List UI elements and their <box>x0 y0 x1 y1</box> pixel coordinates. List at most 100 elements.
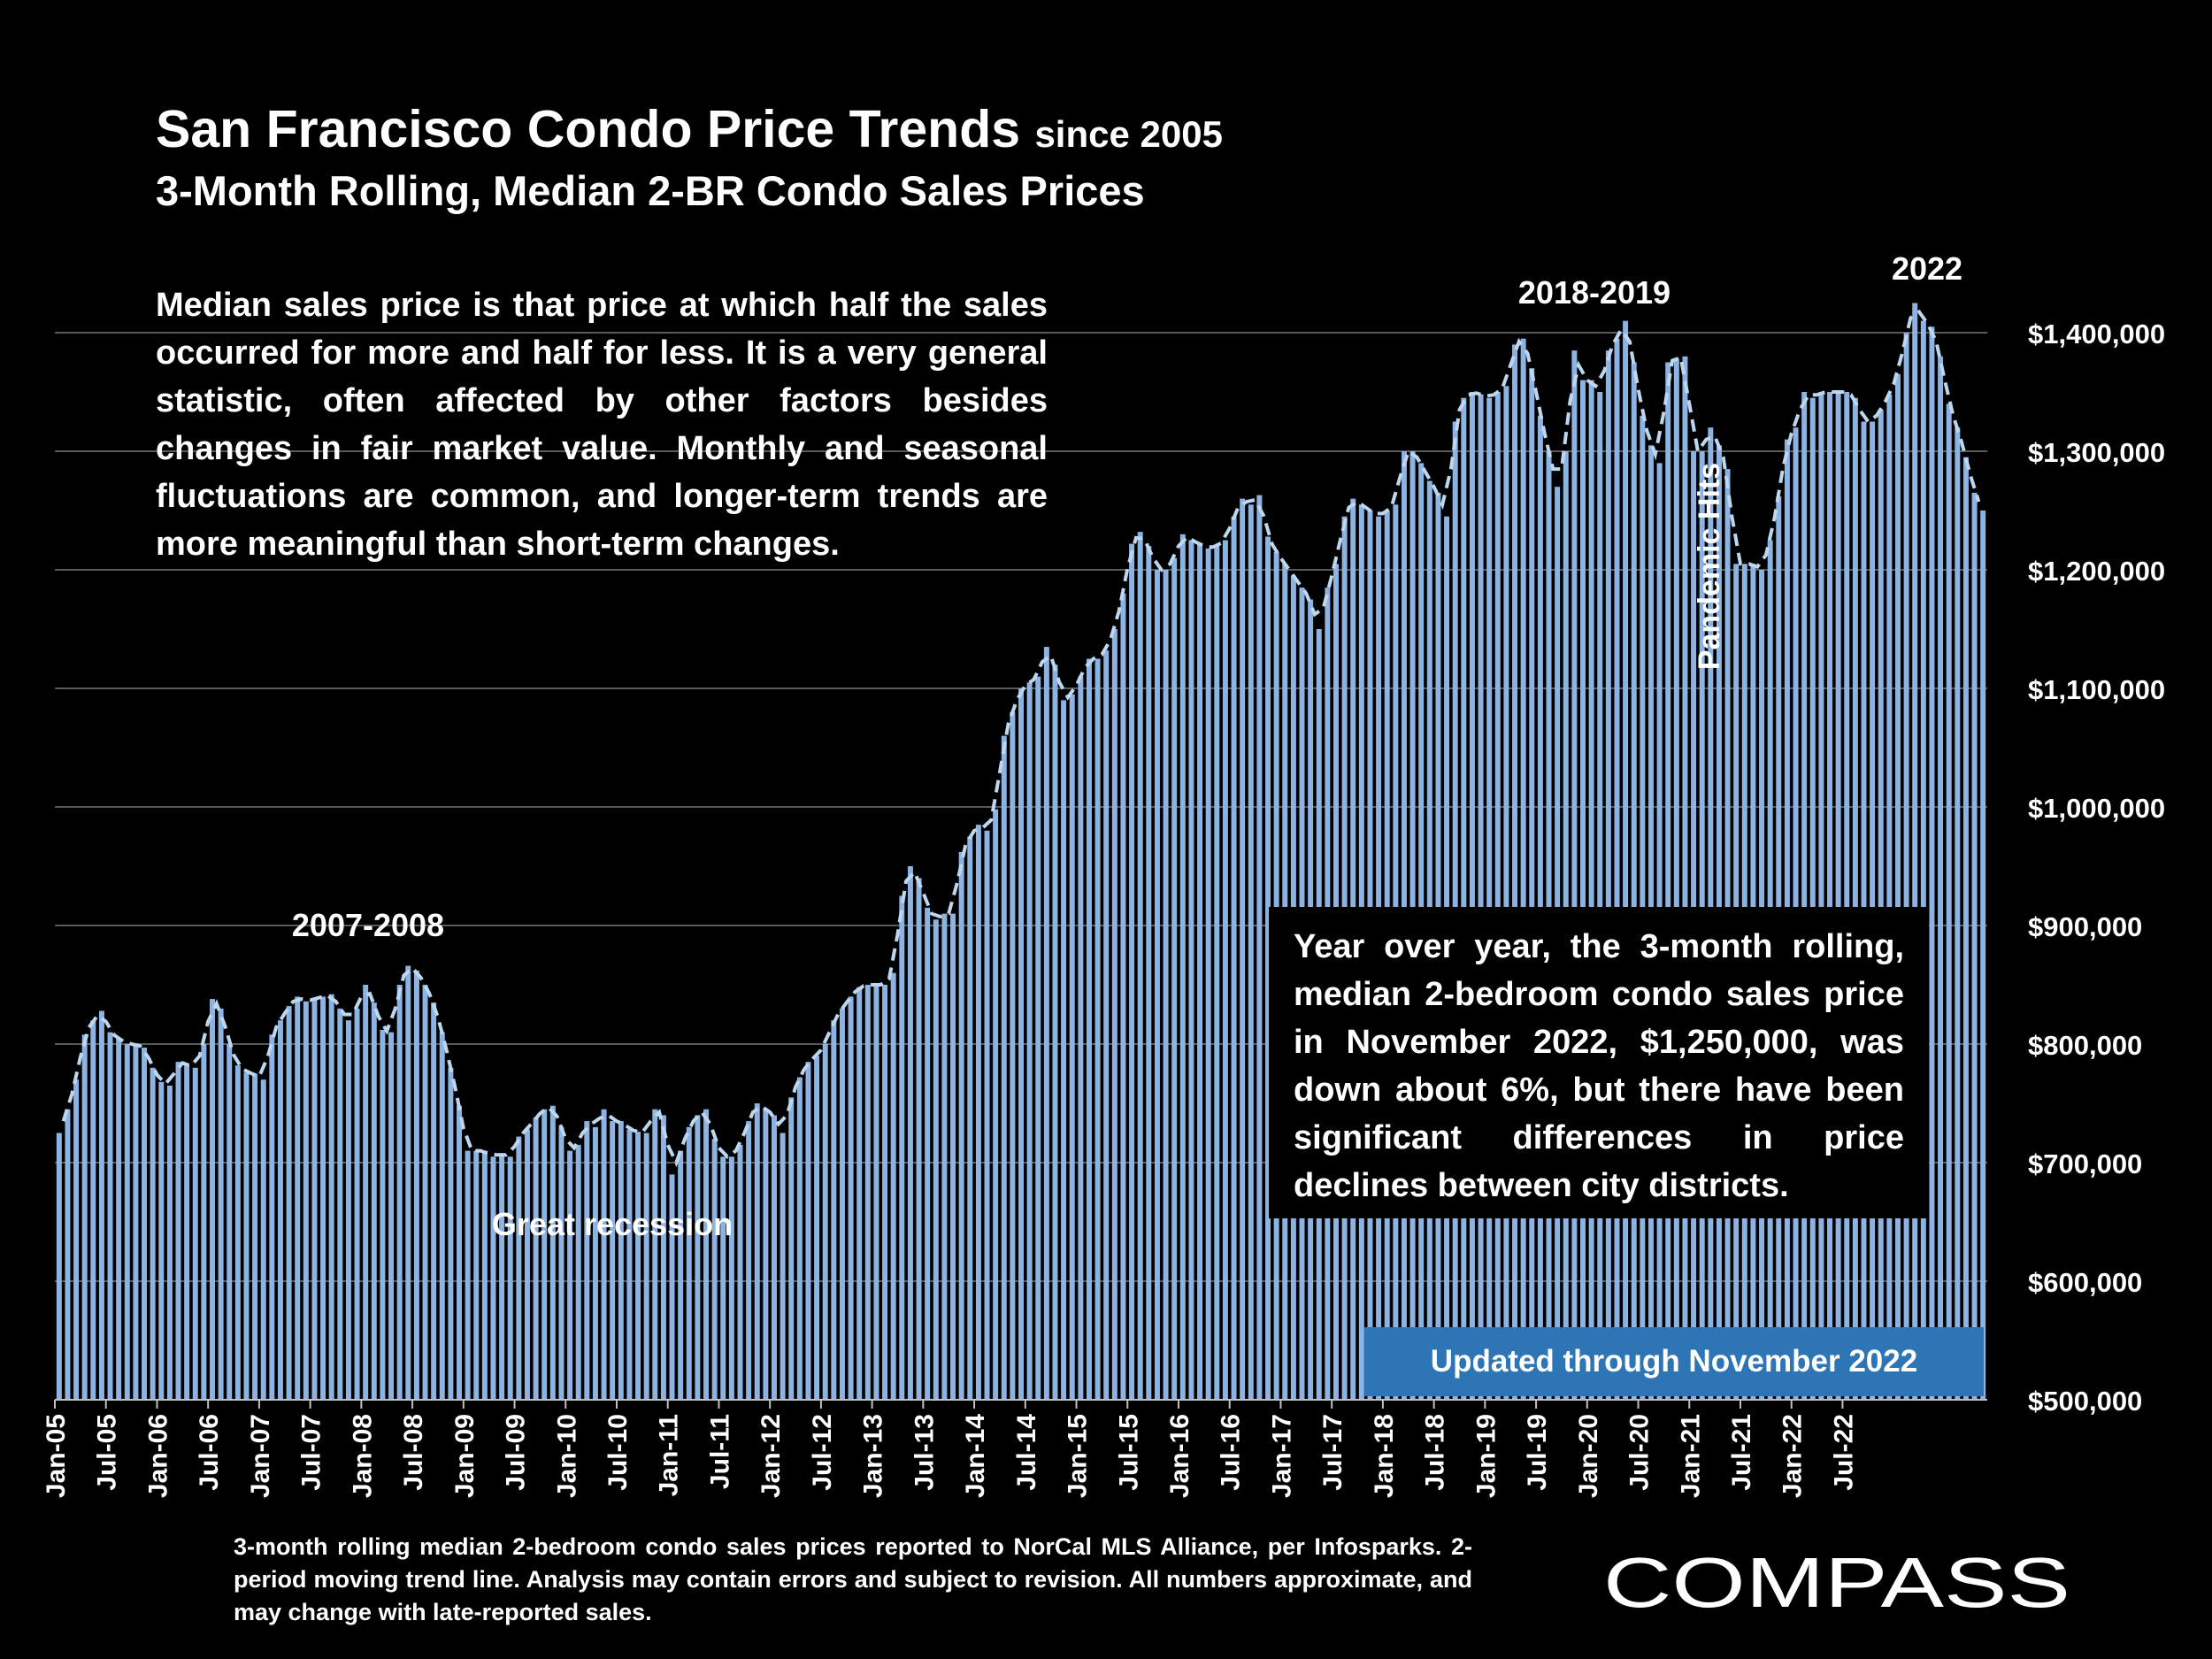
price-bar <box>1597 392 1603 1400</box>
price-bar <box>1503 386 1509 1400</box>
price-bar <box>396 985 403 1400</box>
annotation-2018-2019: 2018-2019 <box>1518 274 1671 311</box>
price-bar <box>295 996 301 1400</box>
price-bar <box>1980 511 1986 1400</box>
price-bar <box>1971 492 1978 1400</box>
price-bar <box>975 825 981 1400</box>
x-tick-label: Jul-12 <box>808 1414 837 1491</box>
price-bar <box>90 1020 96 1400</box>
x-tick-label: Jan-19 <box>1471 1414 1501 1498</box>
annotation-pandemic-hits: Pandemic Hits <box>1693 463 1726 670</box>
price-bar <box>405 965 411 1400</box>
price-bar <box>345 1020 351 1400</box>
x-axis-ticks: Jan-05 Jul-05 Jan-06 Jul-06 Jan-07 Jul-07 Jan-… <box>42 1400 1858 1498</box>
price-bar <box>1809 397 1816 1401</box>
price-bar <box>201 1044 207 1400</box>
y-tick-label: $1,200,000 <box>2028 556 2165 587</box>
price-bar <box>507 1156 513 1400</box>
x-tick-label: Jan-13 <box>859 1414 888 1498</box>
price-bar <box>643 1133 649 1400</box>
x-tick-label: Jan-18 <box>1370 1414 1399 1498</box>
price-bar <box>1962 457 1969 1401</box>
price-bar <box>1171 557 1178 1400</box>
x-tick-label: Jul-21 <box>1727 1414 1756 1491</box>
price-bar <box>984 830 990 1400</box>
x-tick-label: Jan-08 <box>348 1414 377 1498</box>
price-bar <box>1946 403 1952 1400</box>
price-bar <box>107 1032 113 1400</box>
price-bar <box>1494 392 1501 1400</box>
price-bar <box>1903 333 1909 1400</box>
price-bar <box>1478 394 1484 1401</box>
price-bar <box>1461 397 1467 1401</box>
annotation-great-recession: Great recession <box>492 1206 733 1242</box>
price-bar <box>133 1044 139 1400</box>
price-bar <box>601 1109 607 1400</box>
price-bar <box>243 1072 250 1400</box>
price-bar <box>481 1150 488 1400</box>
x-tick-label: Jan-12 <box>757 1414 786 1498</box>
price-bar <box>192 1067 198 1400</box>
price-bar <box>465 1150 471 1400</box>
price-bar <box>720 1156 726 1400</box>
annotation-2007-2008: 2007-2008 <box>292 907 444 943</box>
price-bar <box>839 1008 845 1400</box>
price-bar <box>354 1008 360 1400</box>
price-bar <box>1146 546 1152 1400</box>
price-bar <box>1222 540 1228 1400</box>
price-bar <box>1520 338 1526 1401</box>
price-bar <box>856 987 863 1400</box>
y-tick-label: $500,000 <box>2028 1386 2142 1417</box>
price-bar <box>1111 629 1118 1400</box>
price-bar <box>1010 711 1016 1400</box>
price-bar <box>1043 647 1049 1400</box>
x-tick-label: Jan-16 <box>1165 1414 1194 1498</box>
x-tick-label: Jul-16 <box>1217 1414 1246 1491</box>
x-tick-label: Jul-10 <box>603 1414 633 1491</box>
price-bar <box>1001 735 1007 1400</box>
price-bar <box>1103 650 1110 1400</box>
price-bar <box>166 1085 173 1400</box>
price-bar <box>967 836 973 1400</box>
x-tick-label: Jul-06 <box>195 1414 224 1491</box>
price-bar <box>371 1002 377 1400</box>
price-bar <box>1078 676 1084 1400</box>
price-bar <box>439 1032 445 1400</box>
price-bar <box>541 1109 548 1400</box>
price-bar <box>567 1150 573 1400</box>
price-bar <box>150 1067 156 1400</box>
price-bar <box>499 1153 505 1400</box>
price-bar <box>1631 362 1637 1400</box>
price-bar <box>780 1133 786 1400</box>
annotation-2022: 2022 <box>1892 250 1962 287</box>
x-tick-label: Jan-14 <box>961 1414 990 1498</box>
price-bar <box>1052 664 1058 1400</box>
x-tick-label: Jul-11 <box>705 1414 734 1489</box>
price-bar <box>1580 380 1586 1401</box>
chart-title: San Francisco Condo Price Trends since 2… <box>156 99 1223 159</box>
y-axis-ticks: $500,000 $600,000 $700,000 $800,000 $900,000… <box>2028 319 2165 1417</box>
price-bar <box>1163 570 1169 1400</box>
price-bar <box>549 1105 556 1400</box>
price-bar <box>1214 546 1220 1400</box>
price-bar <box>1852 397 1858 1401</box>
price-bar <box>1231 516 1237 1400</box>
price-bar <box>524 1129 530 1400</box>
price-bar <box>1665 362 1671 1400</box>
price-bar <box>1120 593 1126 1400</box>
y-tick-label: $900,000 <box>2028 911 2142 942</box>
price-bar <box>933 919 939 1400</box>
x-tick-label: Jul-17 <box>1318 1414 1348 1491</box>
price-bar <box>592 1126 598 1400</box>
price-bar <box>286 1006 292 1400</box>
price-bar <box>56 1133 62 1400</box>
price-bar <box>1486 397 1493 1401</box>
price-bar <box>158 1081 165 1400</box>
price-bar <box>413 970 419 1400</box>
price-bar <box>652 1109 658 1400</box>
price-bar <box>1179 534 1186 1400</box>
price-bar <box>925 907 931 1400</box>
median-definition-note: Median sales price is that price at whic… <box>156 287 1048 563</box>
price-bar <box>626 1129 633 1400</box>
price-bar <box>1035 676 1041 1400</box>
